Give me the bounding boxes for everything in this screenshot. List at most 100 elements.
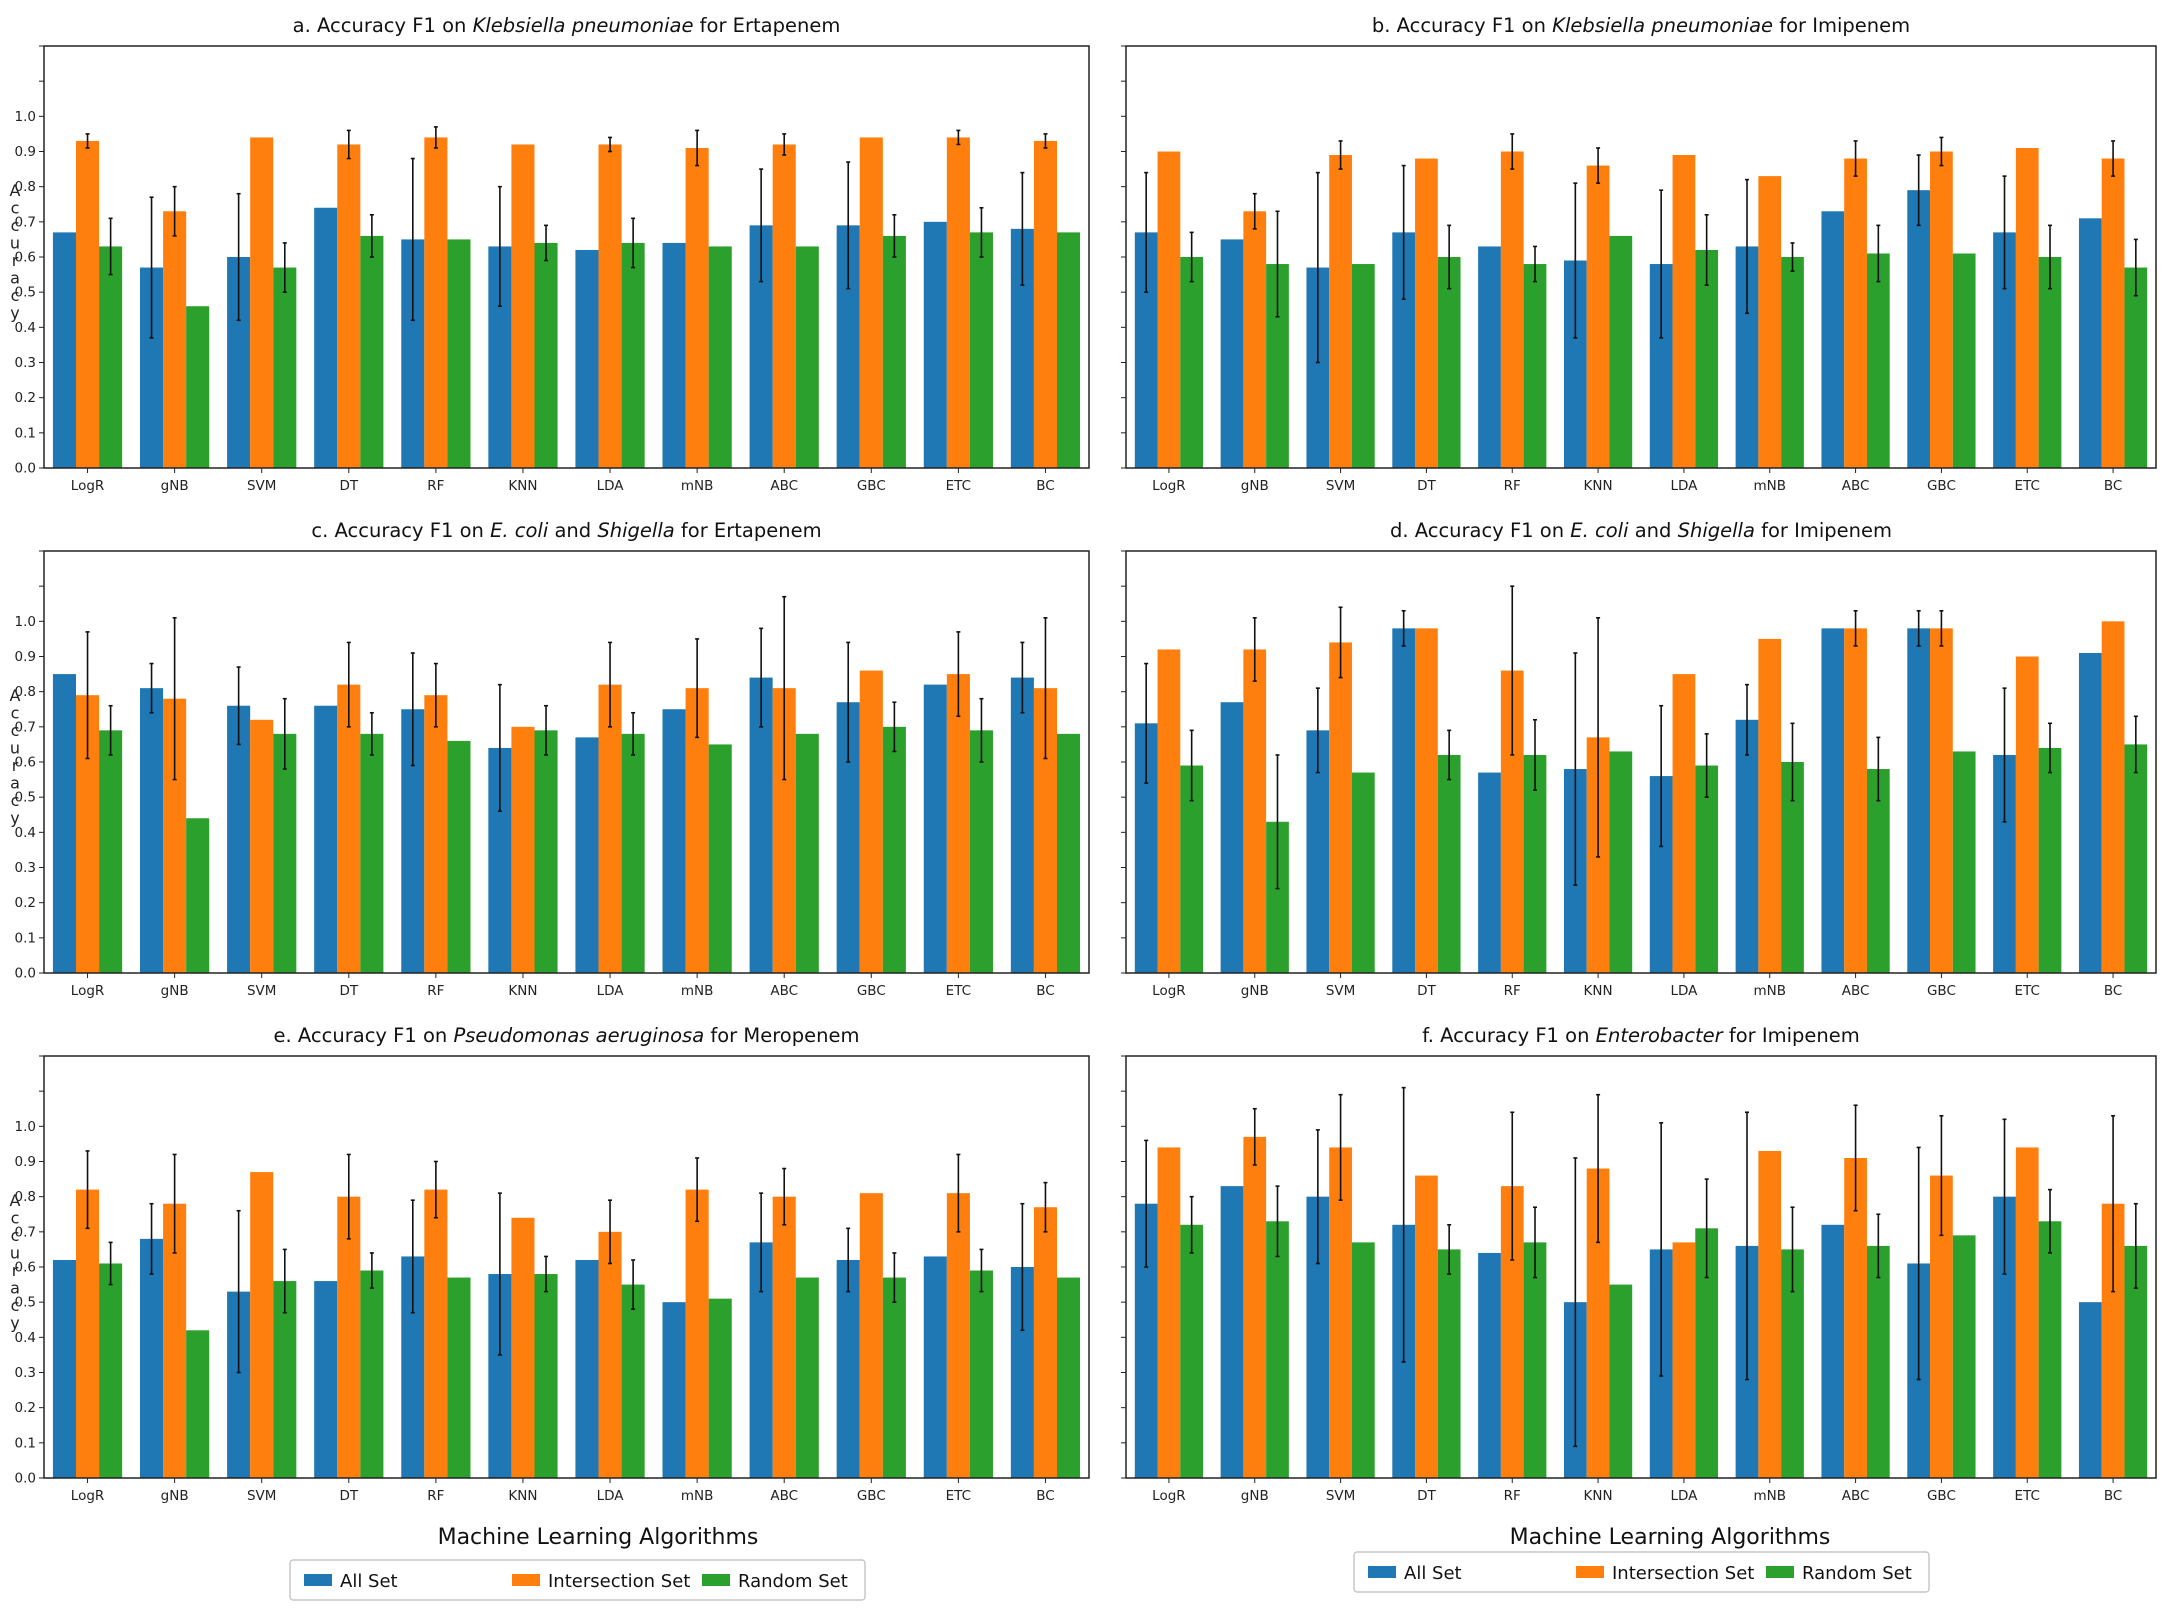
bar-random-set-ABC <box>1866 769 1890 973</box>
y-tick-label: 0.1 <box>15 1435 36 1451</box>
bar-random-set-KNN <box>1609 235 1633 468</box>
bar-all-set-mNB <box>662 709 686 973</box>
bar-random-set-LogR <box>1180 765 1204 973</box>
bar-all-set-ABC <box>749 677 773 973</box>
legend-label-1: Intersection Set <box>548 1571 690 1592</box>
chart-panel-e: e. Accuracy F1 on Pseudomonas aeruginosa… <box>10 1024 1090 1504</box>
bar-intersection-set-ETC <box>2015 656 2039 973</box>
x-tick-label: ABC <box>1842 1488 1870 1504</box>
x-tick-label: DT <box>1417 983 1436 999</box>
x-tick-label: DT <box>339 478 358 494</box>
title-prefix: e. Accuracy F1 on <box>274 1024 454 1047</box>
bar-intersection-set-gNB <box>163 698 187 973</box>
bar-intersection-set-ABC <box>1844 1157 1867 1478</box>
y-tick-label: 0.2 <box>15 895 36 911</box>
y-axis-label-letter: A <box>10 1191 21 1210</box>
x-tick-label: GBC <box>857 983 886 999</box>
x-tick-label: GBC <box>857 478 886 494</box>
bar-random-set-KNN <box>1609 751 1633 973</box>
legend-label-0: All Set <box>340 1571 398 1592</box>
bar-random-set-ETC <box>2038 1221 2062 1478</box>
y-tick-label: 1.0 <box>15 614 36 630</box>
x-tick-label: LogR <box>71 478 105 494</box>
y-tick-label: 0.0 <box>15 1471 36 1487</box>
bar-intersection-set-LogR <box>1157 649 1181 973</box>
chart-panel-f: f. Accuracy F1 on Enterobacter for Imipe… <box>1121 1024 2157 1504</box>
bar-all-set-ETC <box>923 684 947 973</box>
y-axis-label-letter: c <box>11 703 20 722</box>
x-tick-label: LDA <box>597 1488 625 1504</box>
x-tick-label: DT <box>339 983 358 999</box>
bar-intersection-set-ETC <box>2015 147 2039 468</box>
y-tick-label: 0.2 <box>15 390 36 406</box>
x-tick-label: mNB <box>1753 478 1786 494</box>
bar-random-set-LDA <box>621 733 645 973</box>
legend-swatch-1 <box>1576 1566 1604 1578</box>
bar-all-set-ETC <box>923 221 947 468</box>
y-tick-label: 0.0 <box>15 966 36 982</box>
bar-intersection-set-LogR <box>76 1189 100 1478</box>
title-prefix: b. Accuracy F1 on <box>1372 14 1552 37</box>
bar-random-set-LDA <box>1695 1228 1719 1478</box>
bar-random-set-LogR <box>99 730 123 973</box>
plot-frame <box>43 45 1090 469</box>
bar-all-set-BC <box>2078 1302 2102 1478</box>
bar-random-set-ETC <box>2038 257 2062 468</box>
y-tick-label: 0.8 <box>15 179 36 195</box>
y-axis-label-letter: c <box>11 721 20 740</box>
bar-all-set-ETC <box>923 1256 947 1478</box>
bar-random-set-RF <box>447 1277 471 1478</box>
bar-random-set-gNB <box>1266 821 1289 973</box>
bar-random-set-ETC <box>969 232 993 468</box>
bar-all-set-LDA <box>575 1259 599 1478</box>
bar-intersection-set-LDA <box>598 144 622 468</box>
bar-random-set-mNB <box>708 744 732 973</box>
bar-all-set-BC <box>2078 652 2102 973</box>
x-tick-label: BC <box>2104 478 2122 494</box>
bar-all-set-LogR <box>52 674 77 973</box>
y-tick-label: 0.4 <box>15 1330 36 1346</box>
bar-random-set-gNB <box>186 818 210 973</box>
bar-all-set-gNB <box>1220 702 1244 973</box>
title-suffix: for Imipenem <box>1773 14 1910 37</box>
x-tick-label: SVM <box>247 983 276 999</box>
bar-all-set-LogR <box>1134 232 1158 468</box>
bar-all-set-ETC <box>1993 1196 2016 1478</box>
bar-random-set-KNN <box>534 1274 558 1478</box>
x-tick-label: LogR <box>1152 983 1186 999</box>
title-italic1: Enterobacter <box>1596 1024 1725 1047</box>
bar-all-set-SVM <box>227 705 251 973</box>
y-tick-label: 0.6 <box>15 755 36 771</box>
bar-intersection-set-mNB <box>1758 1150 1782 1478</box>
bar-random-set-DT <box>360 235 384 468</box>
bar-intersection-set-BC <box>2101 621 2125 973</box>
x-tick-label: LDA <box>1670 983 1698 999</box>
bar-all-set-BC <box>1010 228 1034 468</box>
x-tick-label: RF <box>1504 1488 1521 1504</box>
x-tick-label: mNB <box>681 1488 714 1504</box>
bar-intersection-set-ETC <box>2015 1147 2039 1478</box>
x-tick-label: gNB <box>161 478 189 494</box>
title-middle: and <box>1629 519 1678 542</box>
bar-intersection-set-GBC <box>1930 1175 1953 1478</box>
x-tick-label: ETC <box>2015 1488 2040 1504</box>
bar-all-set-ABC <box>749 1242 773 1478</box>
bar-intersection-set-DT <box>1415 158 1438 469</box>
chart-title: a. Accuracy F1 on Klebsiella pneumoniae … <box>293 14 841 37</box>
bar-intersection-set-SVM <box>1329 155 1352 468</box>
bar-intersection-set-ABC <box>1844 158 1867 469</box>
bar-random-set-KNN <box>534 730 558 973</box>
x-tick-label: KNN <box>1584 478 1613 494</box>
bar-all-set-GBC <box>836 1259 860 1478</box>
x-tick-label: LDA <box>597 983 625 999</box>
title-suffix: for Meropenem <box>704 1024 859 1047</box>
bar-all-set-LDA <box>575 249 599 468</box>
chart-title: e. Accuracy F1 on Pseudomonas aeruginosa… <box>274 1024 860 1047</box>
bar-intersection-set-LogR <box>1157 1147 1181 1478</box>
bar-intersection-set-mNB <box>685 688 709 973</box>
chart-panel-a: a. Accuracy F1 on Klebsiella pneumoniae … <box>10 14 1090 494</box>
y-axis-label-letter: c <box>11 286 20 305</box>
bar-all-set-BC <box>2078 218 2102 468</box>
x-tick-label: KNN <box>508 983 537 999</box>
bar-random-set-LDA <box>1695 249 1719 468</box>
